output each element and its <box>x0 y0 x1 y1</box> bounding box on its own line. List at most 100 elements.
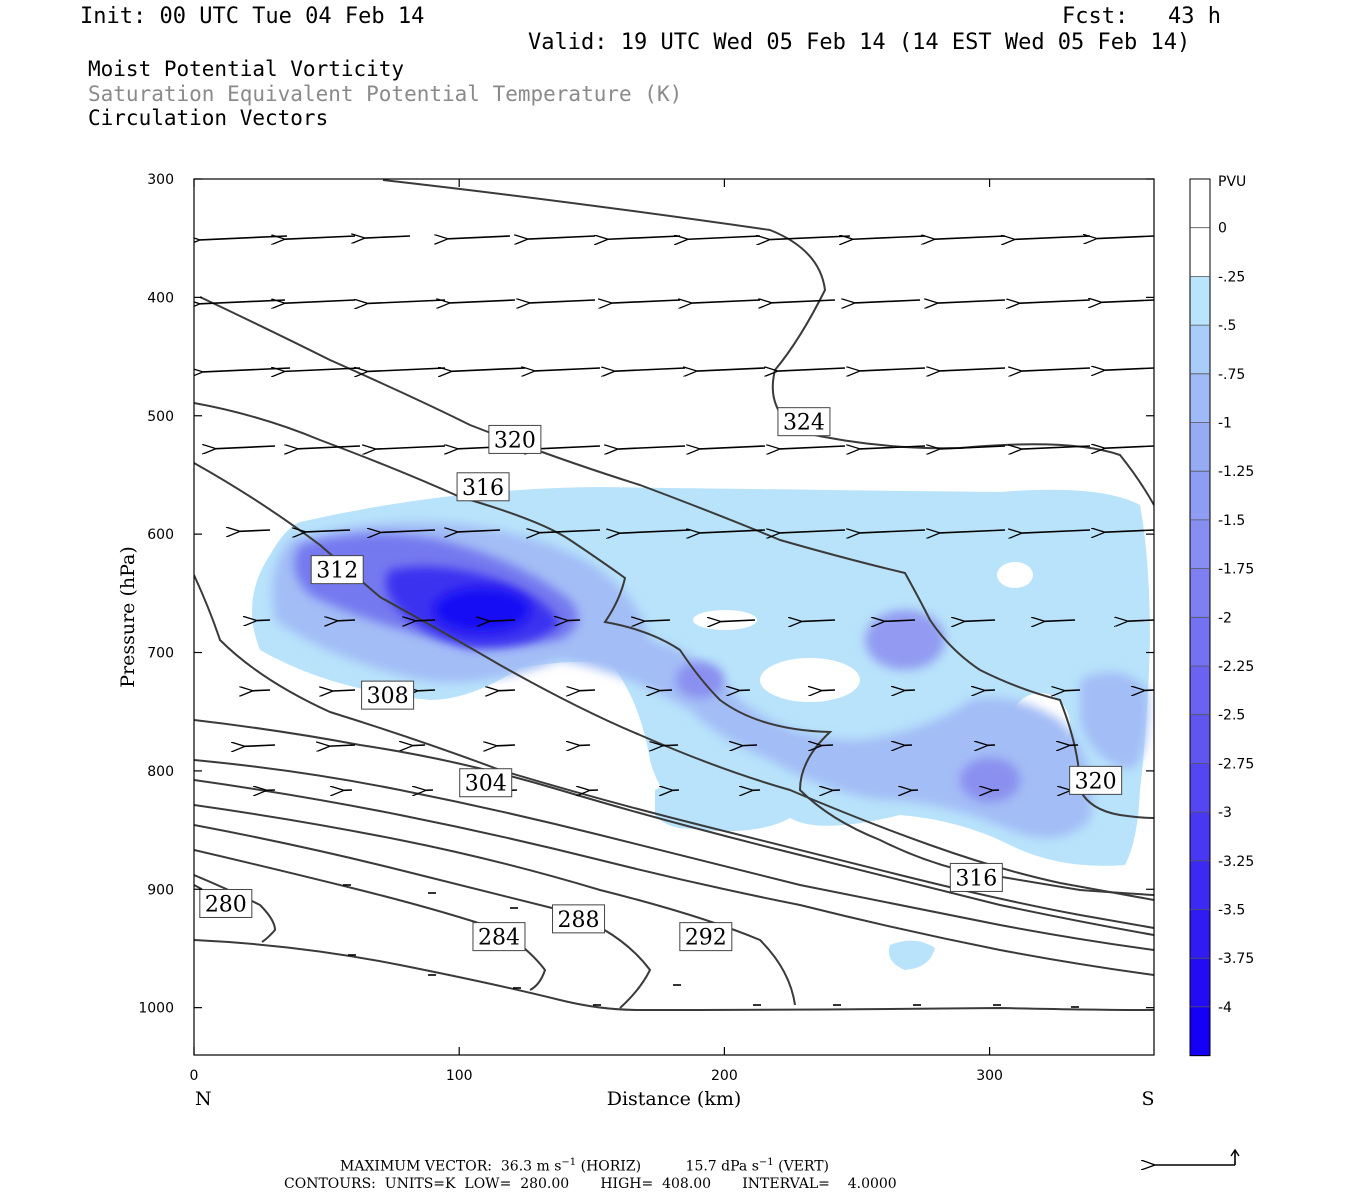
wind-vector <box>938 300 1006 303</box>
max-vector-horiz-unit: (HORIZ) <box>576 1158 642 1175</box>
colorbar-swatch <box>1190 422 1210 472</box>
wind-vector <box>368 300 446 303</box>
contour-304 <box>194 719 1154 936</box>
colorbar-swatch <box>1190 325 1210 375</box>
colorbar-label: -.5 <box>1218 318 1236 334</box>
wind-vector <box>580 690 596 691</box>
wind-vector <box>253 690 271 691</box>
wind-vector <box>692 300 761 303</box>
colorbar-label: -1.25 <box>1218 464 1254 480</box>
wind-vector <box>645 620 671 621</box>
x-tick-label: 0 <box>190 1068 199 1084</box>
wind-vector <box>772 300 836 303</box>
colorbar-swatch <box>1190 276 1210 326</box>
wind-vector <box>660 690 673 691</box>
mpv-region-mid-south <box>1080 672 1149 770</box>
contour-label-box <box>456 472 510 502</box>
y-tick-label: 1000 <box>138 1001 174 1017</box>
wind-vector <box>1022 530 1091 533</box>
valid-time: Valid: 19 UTC Wed 05 Feb 14 (14 EST Wed … <box>528 30 1191 55</box>
x-axis-ticks: 0 100 200 300 <box>190 179 1003 1084</box>
wind-vector <box>203 368 291 372</box>
colorbar-label: -2.75 <box>1218 756 1254 772</box>
field-title-vectors: Circulation Vectors <box>88 106 329 130</box>
contour-label: 292 <box>685 926 727 951</box>
mpv-spot-3 <box>865 610 945 670</box>
x-tick-label: 200 <box>711 1068 738 1084</box>
colorbar-swatch <box>1190 617 1210 667</box>
colorbar-label: -3 <box>1218 805 1232 821</box>
max-vector-vert: 15.7 dPa s <box>685 1158 759 1175</box>
colorbar-label: 0 <box>1218 221 1227 237</box>
colorbar-label: -1.75 <box>1218 562 1254 578</box>
mpv-spot-2 <box>960 758 1020 802</box>
mpv-region-light-south <box>889 940 935 970</box>
wind-vector <box>700 530 766 533</box>
wind-vector <box>368 368 446 371</box>
colorbar-label: -3.25 <box>1218 854 1254 870</box>
wind-vector <box>935 236 1006 239</box>
wind-vector <box>743 745 758 746</box>
contour-label-box <box>552 904 606 934</box>
mpv-hole-3 <box>997 562 1033 588</box>
contour-labels: 280 284 288 292 304 308 312 316 320 324 316 320 <box>199 407 1123 952</box>
max-vector-text: MAXIMUM VECTOR: 36.3 m s−1 (HORIZ) 15.7 … <box>340 1157 829 1175</box>
wind-vector <box>1015 236 1091 239</box>
contour-label: 316 <box>955 866 997 891</box>
contour-label: 308 <box>367 684 409 709</box>
wind-vector <box>413 745 426 746</box>
colorbar-swatch <box>1190 568 1210 618</box>
wind-vector <box>306 530 351 532</box>
wind-vector <box>1045 620 1076 621</box>
wind-vector <box>530 300 596 303</box>
wind-vector <box>568 620 581 621</box>
contour-324 <box>382 179 1154 506</box>
wind-vector <box>1105 446 1154 448</box>
wind-vector <box>1065 690 1081 691</box>
wind-vector <box>1020 300 1091 303</box>
wind-vector <box>615 368 686 371</box>
colorbar-swatch <box>1190 666 1210 716</box>
right-end-label: S <box>1141 1088 1154 1110</box>
wind-vector <box>612 300 681 303</box>
wind-vector <box>257 620 271 621</box>
contour-label: 316 <box>462 476 504 501</box>
contour-label: 280 <box>205 892 247 917</box>
contour-label-box <box>488 424 542 454</box>
x-tick-label: 100 <box>446 1068 473 1084</box>
mpv-hole-2 <box>760 658 860 702</box>
contour-label-box <box>472 922 526 952</box>
wind-vector <box>802 620 836 621</box>
colorbar-label: -2.25 <box>1218 659 1254 675</box>
wind-vector <box>448 236 511 239</box>
wind-vector <box>381 530 436 532</box>
contour-296 <box>194 779 1154 976</box>
x-tick-label: 300 <box>976 1068 1003 1084</box>
wind-vector <box>540 530 601 533</box>
y-tick-label: 800 <box>147 764 174 780</box>
y-axis-ticks: 300 400 500 600 700 800 900 1000 <box>138 172 1154 1017</box>
y-tick-label: 400 <box>147 290 174 306</box>
colorbar-swatch <box>1190 179 1210 229</box>
contour-label-box <box>310 555 364 585</box>
wind-vector <box>1097 236 1154 239</box>
contour-label: 320 <box>1075 769 1117 794</box>
wind-vector <box>700 446 766 449</box>
wind-vector <box>535 368 601 371</box>
theta-e-contours <box>194 179 1154 1012</box>
wind-vector <box>245 745 276 746</box>
wind-vector <box>452 368 526 371</box>
colorbar-swatch <box>1190 227 1210 277</box>
contour-label: 324 <box>783 411 825 436</box>
wind-vector <box>538 446 601 449</box>
colorbar-swatch <box>1190 763 1210 813</box>
wind-vector <box>860 446 926 449</box>
wind-vector <box>450 300 516 303</box>
contour-label-box <box>1069 765 1123 795</box>
wind-vector <box>940 446 1006 449</box>
contour-label: 288 <box>558 908 600 933</box>
wind-vector <box>376 446 446 449</box>
wind-vector <box>285 368 361 371</box>
colorbar-label: -2.5 <box>1218 708 1245 724</box>
wind-vector <box>822 690 836 691</box>
